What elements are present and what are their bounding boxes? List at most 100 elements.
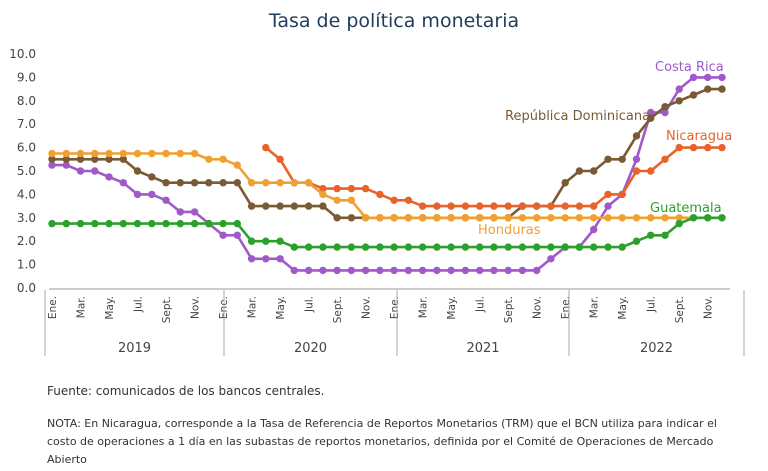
data-point (390, 266, 398, 275)
data-point (105, 173, 113, 181)
data-point (675, 219, 683, 228)
data-point (290, 243, 298, 251)
data-point (461, 266, 470, 275)
data-point (476, 202, 484, 210)
x-tick-label: Ene. (560, 296, 572, 319)
data-point (561, 202, 569, 210)
x-tick-label: Nov. (703, 296, 715, 319)
y-tick-label: 0.0 (17, 281, 36, 295)
x-tick-label: Sept. (161, 296, 173, 323)
y-tick-label: 8.0 (17, 94, 36, 108)
x-tick-label: May. (446, 296, 458, 320)
year-label: 2021 (466, 341, 499, 356)
data-point (319, 202, 327, 210)
data-point (190, 219, 199, 228)
x-tick-label: Mar. (76, 296, 88, 318)
source-note: Fuente: comunicados de los bancos centra… (47, 384, 325, 398)
data-point (262, 255, 270, 263)
x-tick-label: Jul. (133, 296, 145, 313)
data-point (361, 184, 370, 193)
data-point (233, 179, 241, 187)
data-point (176, 219, 184, 228)
data-point (247, 179, 256, 187)
y-tick-label: 3.0 (17, 211, 36, 225)
data-point (504, 202, 512, 210)
data-point (62, 219, 70, 228)
data-point (390, 214, 398, 222)
data-point (661, 214, 669, 222)
y-tick-label: 9.0 (17, 70, 36, 84)
data-point (590, 214, 598, 222)
data-point (262, 237, 270, 245)
data-point (361, 266, 370, 275)
data-point (675, 85, 683, 93)
data-point (290, 179, 298, 187)
data-point (119, 155, 128, 163)
data-point (262, 202, 270, 210)
data-point (205, 219, 213, 228)
data-point (48, 219, 56, 228)
x-tick-label: Sept. (674, 296, 686, 323)
data-point (518, 266, 527, 275)
data-point (632, 132, 641, 140)
data-point (490, 214, 498, 222)
data-point (718, 143, 726, 152)
year-label: 2020 (294, 341, 327, 356)
data-point (518, 214, 527, 222)
data-point (518, 243, 527, 251)
y-tick-label: 5.0 (17, 164, 36, 178)
data-point (133, 167, 142, 175)
data-point (105, 155, 113, 163)
data-point (647, 114, 655, 123)
data-point (433, 214, 441, 222)
data-point (76, 155, 85, 163)
data-point (504, 243, 512, 251)
data-point (575, 167, 584, 175)
data-point (247, 237, 256, 245)
data-point (219, 179, 227, 187)
data-point (347, 214, 356, 222)
data-point (476, 266, 484, 275)
data-point (133, 190, 142, 199)
data-point (233, 219, 241, 228)
data-point (675, 97, 683, 105)
data-point (490, 243, 498, 251)
data-point (618, 243, 626, 251)
data-point (661, 231, 669, 239)
data-point (433, 266, 441, 275)
data-point (319, 266, 327, 275)
data-point (547, 243, 555, 251)
data-point (190, 179, 199, 187)
data-point (205, 155, 213, 163)
data-point (433, 202, 441, 210)
data-point (590, 225, 598, 234)
data-point (91, 219, 99, 228)
data-point (704, 214, 712, 222)
data-point (718, 214, 726, 222)
x-tick-label: Nov. (361, 296, 373, 319)
data-point (148, 173, 156, 181)
footnote: NOTA: En Nicaragua, corresponde a la Tas… (47, 417, 717, 466)
data-point (247, 202, 256, 210)
rate-chart: Tasa de política monetaria 0.0 1.0 2.0 3.0 4… (9, 10, 745, 356)
data-point (604, 202, 612, 210)
data-point (504, 266, 512, 275)
data-point (148, 149, 156, 158)
data-point (575, 243, 584, 251)
data-point (390, 243, 398, 251)
data-point (105, 219, 113, 228)
data-point (76, 219, 85, 228)
x-tick-label: Sept. (503, 296, 515, 323)
data-point (604, 214, 612, 222)
data-point (418, 202, 427, 210)
data-point (547, 202, 555, 210)
data-point (119, 149, 128, 158)
series-label: Nicaragua (666, 129, 732, 144)
data-point (404, 266, 413, 275)
series-label: República Dominicana (505, 109, 650, 124)
data-point (48, 149, 56, 158)
data-point (476, 214, 484, 222)
x-tick-label: Mar. (589, 296, 601, 318)
data-point (632, 237, 641, 245)
year-label: 2022 (640, 341, 673, 356)
